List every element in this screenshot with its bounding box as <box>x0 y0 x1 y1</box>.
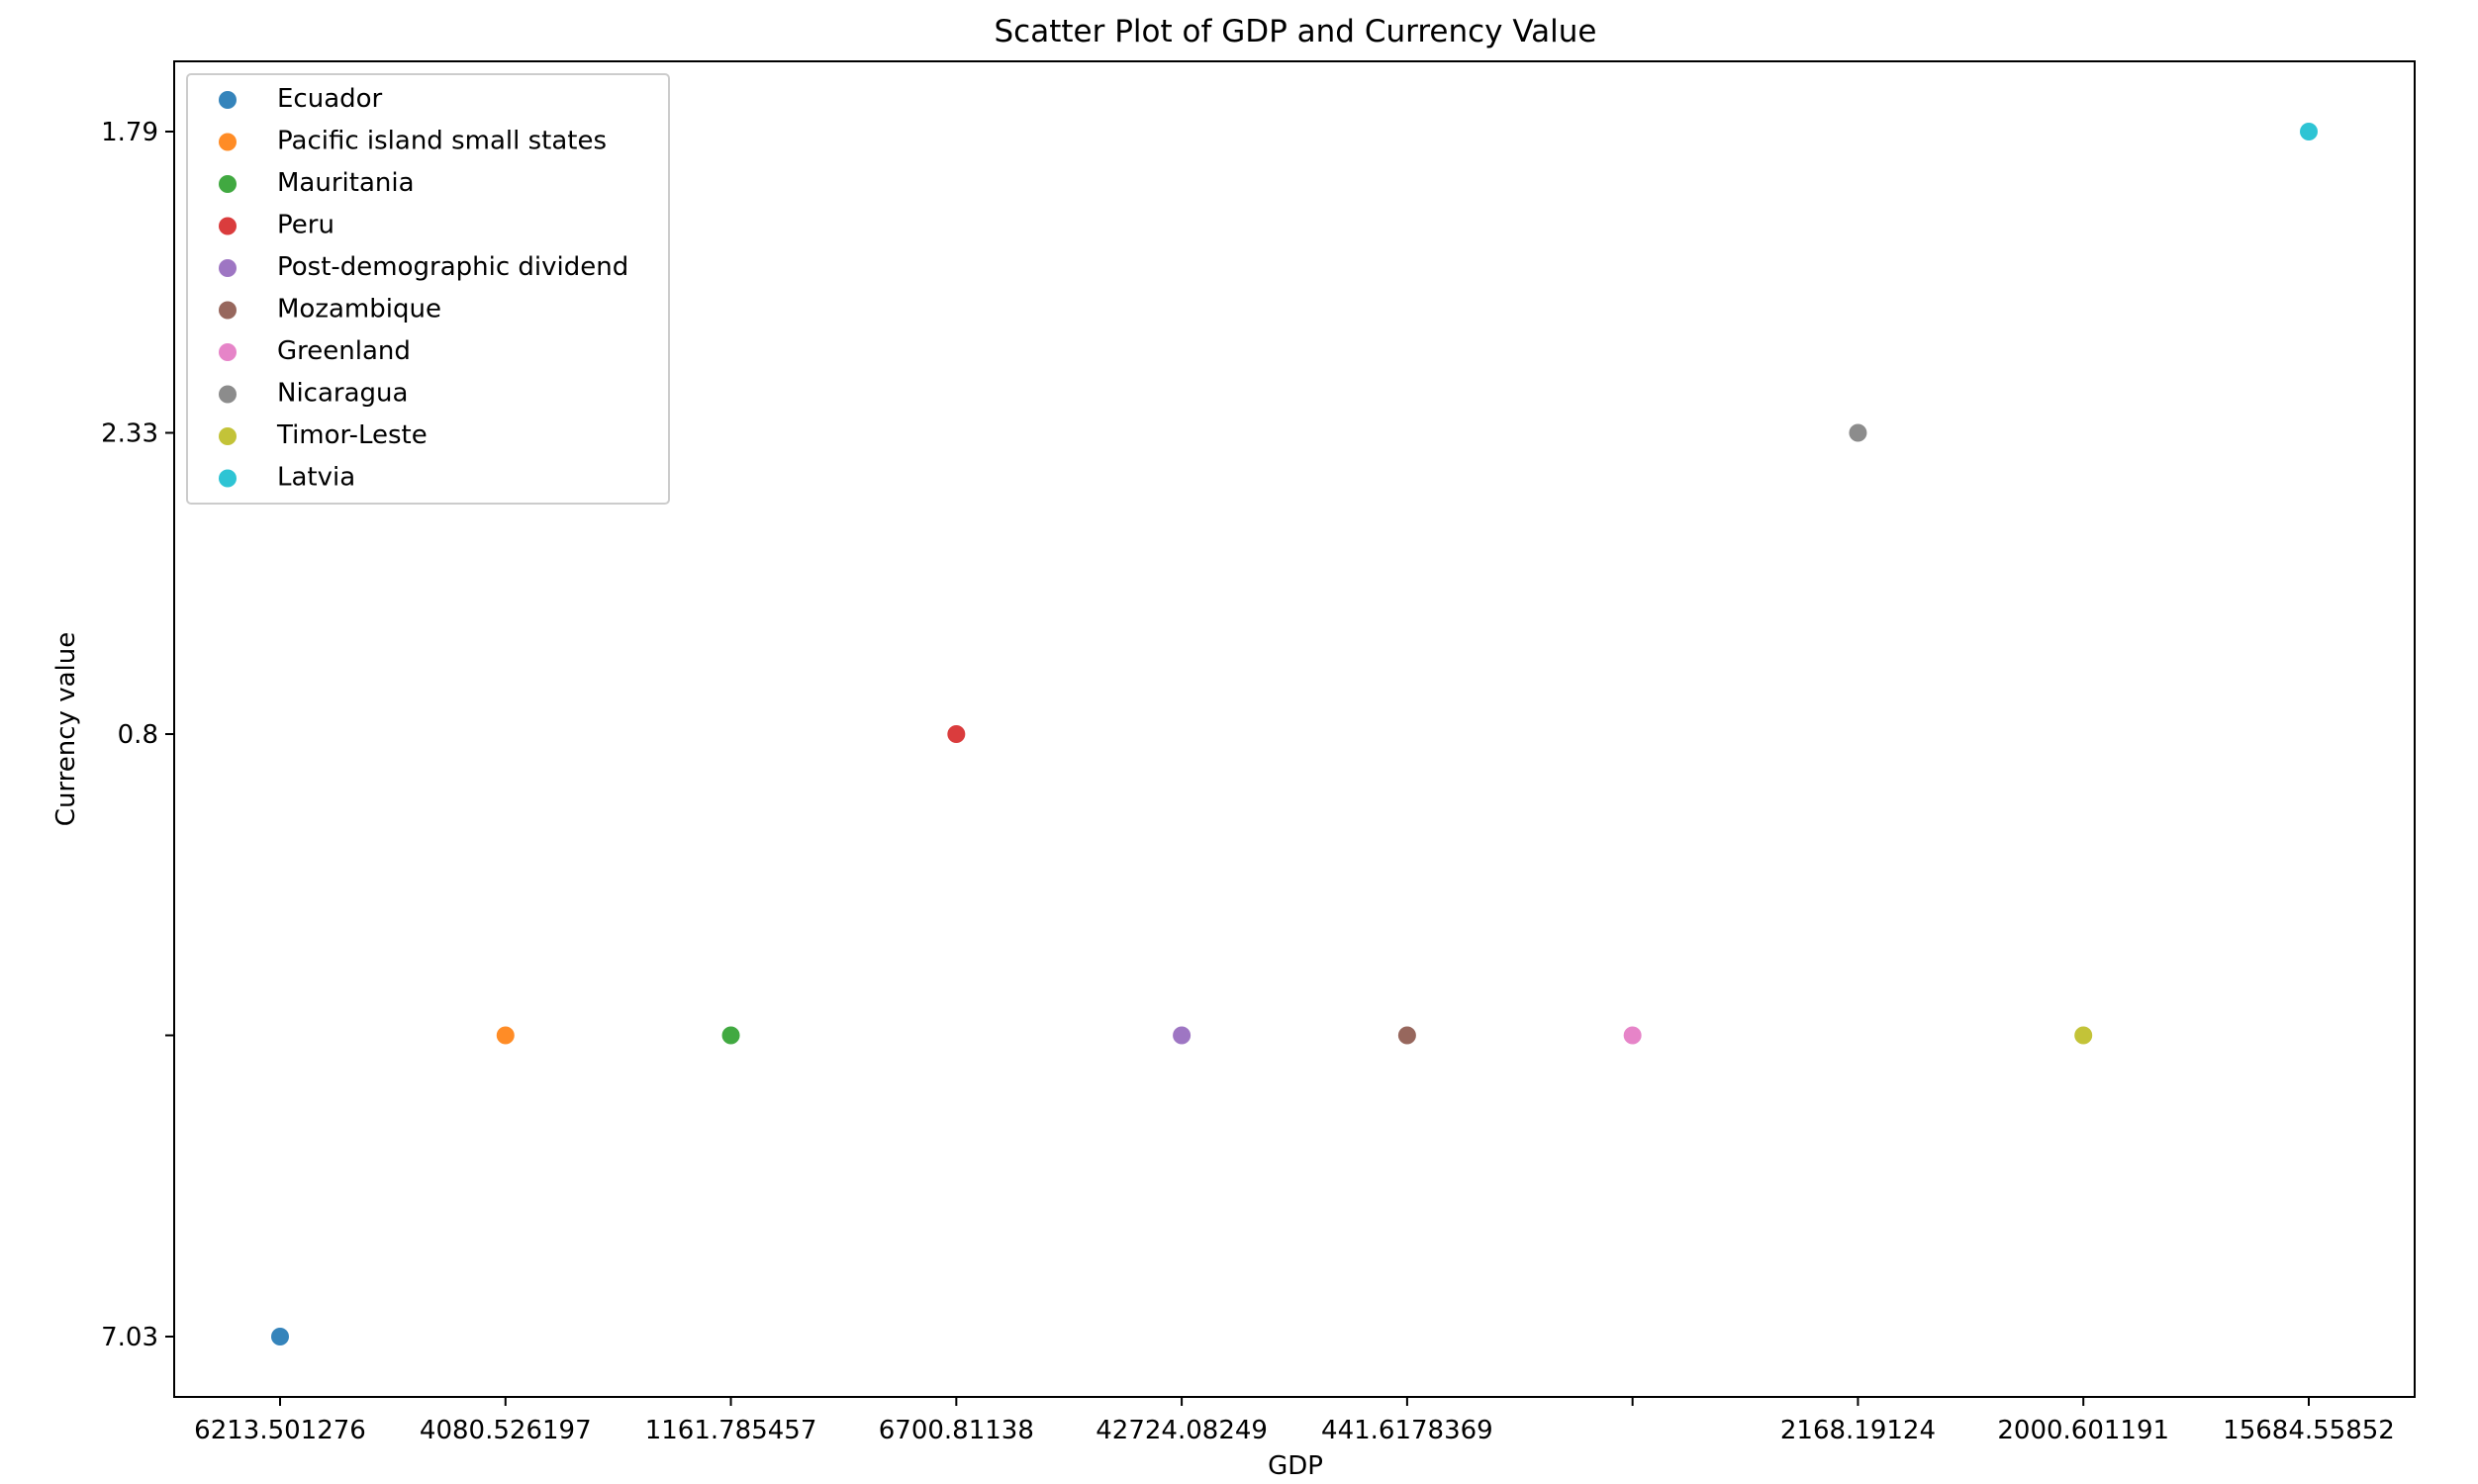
x-tick-label: 6700.81138 <box>879 1416 1034 1445</box>
x-tick-label: 2168.19124 <box>1780 1416 1936 1445</box>
legend-marker <box>219 259 237 277</box>
data-points <box>271 123 2318 1345</box>
y-tick-label: 1.79 <box>101 118 158 147</box>
legend-marker <box>219 133 237 151</box>
y-tick-label: 7.03 <box>101 1323 158 1352</box>
legend-marker <box>219 91 237 109</box>
x-tick-label: 4080.526197 <box>420 1416 592 1445</box>
data-point <box>1397 1026 1416 1045</box>
y-tick-label: 2.33 <box>101 419 158 449</box>
legend-label: Greenland <box>277 336 411 366</box>
legend-frame <box>186 73 670 505</box>
legend-label: Ecuador <box>277 84 383 114</box>
legend-label: Timor-Leste <box>276 420 428 450</box>
legend-marker <box>219 343 237 361</box>
legend-marker <box>219 175 237 193</box>
legend-label: Nicaragua <box>277 379 408 409</box>
data-point <box>2300 123 2318 140</box>
chart-title: Scatter Plot of GDP and Currency Value <box>995 14 1597 49</box>
y-axis-label: Currency value <box>51 632 81 826</box>
legend-label: Peru <box>277 211 334 240</box>
data-point <box>1173 1026 1191 1045</box>
legend-label: Mozambique <box>277 295 441 325</box>
legend-marker <box>219 385 237 404</box>
y-tick-label: 0.8 <box>118 720 158 750</box>
x-tick-label: 15684.55852 <box>2223 1416 2395 1445</box>
data-point <box>721 1026 740 1045</box>
data-point <box>947 725 966 743</box>
legend-marker <box>219 301 237 320</box>
data-point <box>1849 423 1867 442</box>
legend-label: Post-demographic dividend <box>277 252 628 282</box>
legend: Ecuador Pacific island small states Maurit… <box>186 73 670 505</box>
data-point <box>271 1328 289 1345</box>
x-tick-label: 2000.601191 <box>1997 1416 2169 1445</box>
x-tick-label: 441.6178369 <box>1321 1416 1493 1445</box>
data-point <box>496 1026 515 1045</box>
legend-label: Latvia <box>277 463 355 493</box>
legend-marker <box>219 217 237 235</box>
x-tick-label: 6213.501276 <box>194 1416 366 1445</box>
legend-marker <box>219 427 237 445</box>
x-axis-ticks: 6213.501276 4080.526197 1161.785457 6700.81… <box>194 1397 2395 1445</box>
legend-marker <box>219 469 237 488</box>
legend-label: Pacific island small states <box>277 127 607 156</box>
plot-area <box>173 60 2416 1398</box>
data-point <box>2074 1026 2093 1045</box>
x-tick-label: 42724.08249 <box>1096 1416 1268 1445</box>
legend-label: Mauritania <box>277 168 415 198</box>
x-tick-label: 1161.785457 <box>645 1416 817 1445</box>
y-axis-ticks: 7.03 0.8 2.33 1.79 <box>101 118 174 1352</box>
data-point <box>1623 1026 1642 1045</box>
x-axis-label: GDP <box>1268 1451 1323 1481</box>
